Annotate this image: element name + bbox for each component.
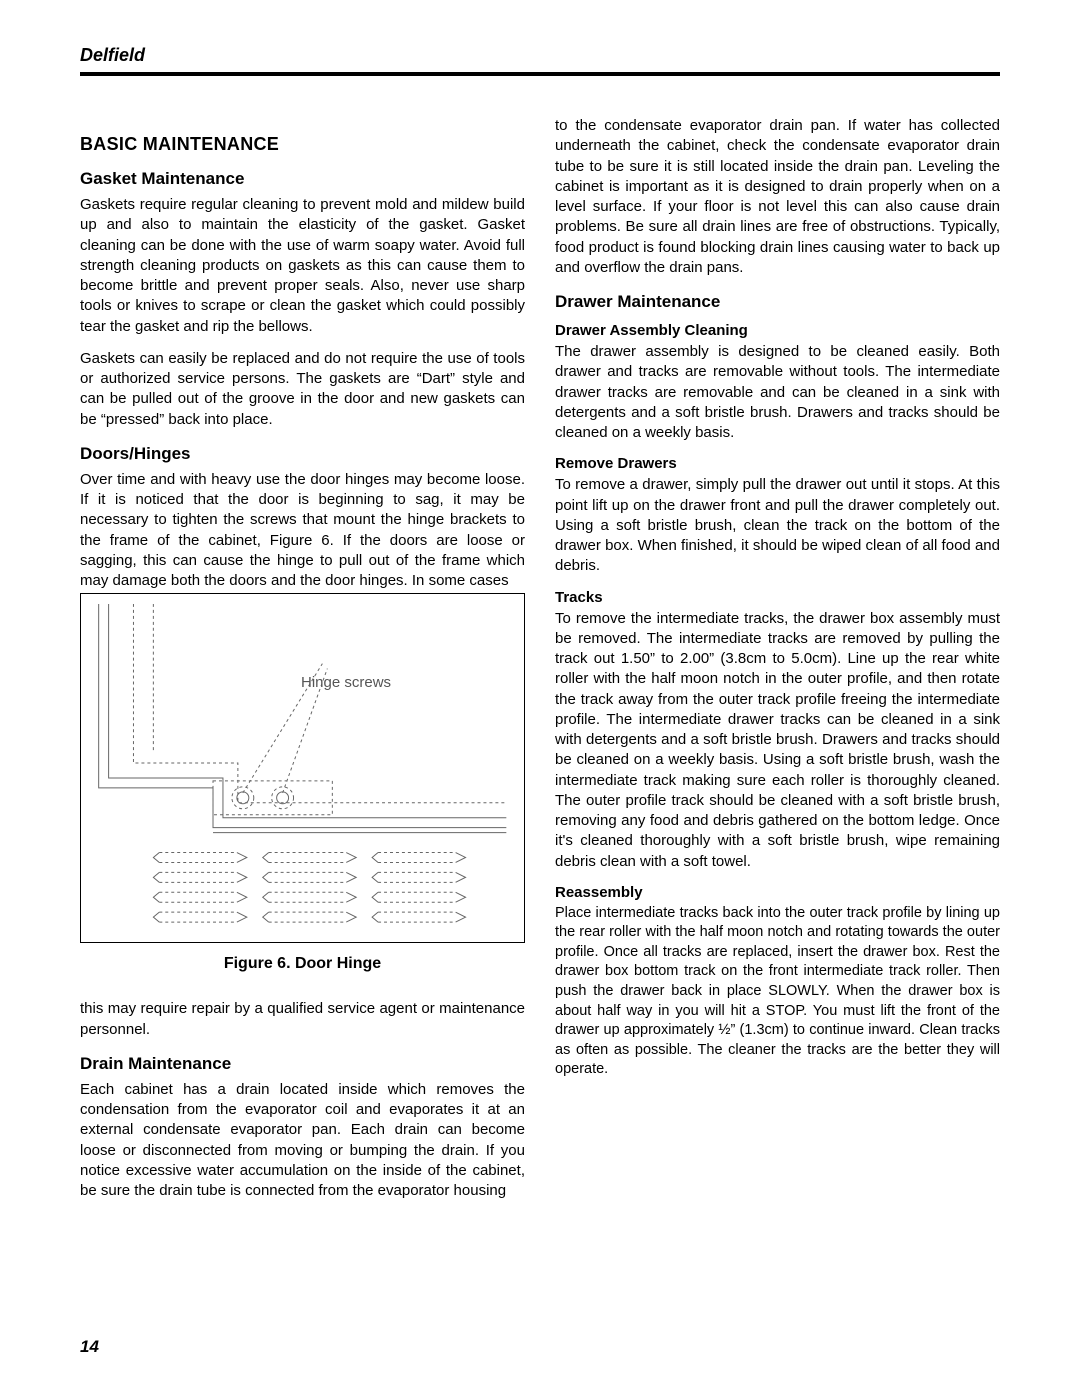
para-gasket-1: Gaskets require regular cleaning to prev… <box>80 195 525 337</box>
heading-reassembly: Reassembly <box>555 884 1000 901</box>
heading-doors-hinges: Doors/Hinges <box>80 444 525 464</box>
para-remove: To remove a drawer, simply pull the draw… <box>555 475 1000 576</box>
figure-door-hinge: Hinge screws <box>80 593 525 943</box>
right-column: to the condensate evaporator drain pan. … <box>555 116 1000 1213</box>
para-drain: Each cabinet has a drain located inside … <box>80 1080 525 1202</box>
hinge-diagram-svg <box>81 594 524 942</box>
left-column: BASIC MAINTENANCE Gasket Maintenance Gas… <box>80 116 525 1213</box>
heading-basic-maintenance: BASIC MAINTENANCE <box>80 134 525 155</box>
heading-drawer-maintenance: Drawer Maintenance <box>555 292 1000 312</box>
para-drain-cont: to the condensate evaporator drain pan. … <box>555 116 1000 278</box>
para-assembly: The drawer assembly is designed to be cl… <box>555 342 1000 443</box>
heading-remove-drawers: Remove Drawers <box>555 455 1000 472</box>
para-reassembly: Place intermediate tracks back into the … <box>555 904 1000 1080</box>
para-gasket-2: Gaskets can easily be replaced and do no… <box>80 349 525 430</box>
page-header: Delfield <box>80 45 1000 76</box>
figure-caption: Figure 6. Door Hinge <box>80 955 525 973</box>
para-doors-2: this may require repair by a qualified s… <box>80 999 525 1040</box>
heading-drawer-assembly: Drawer Assembly Cleaning <box>555 322 1000 339</box>
para-doors-1: Over time and with heavy use the door hi… <box>80 470 525 592</box>
page-number: 14 <box>80 1337 99 1357</box>
figure-label: Hinge screws <box>301 674 391 691</box>
content-columns: BASIC MAINTENANCE Gasket Maintenance Gas… <box>80 116 1000 1213</box>
para-tracks: To remove the intermediate tracks, the d… <box>555 609 1000 872</box>
heading-drain-maintenance: Drain Maintenance <box>80 1054 525 1074</box>
heading-tracks: Tracks <box>555 589 1000 606</box>
brand-text: Delfield <box>80 45 145 65</box>
heading-gasket-maintenance: Gasket Maintenance <box>80 169 525 189</box>
